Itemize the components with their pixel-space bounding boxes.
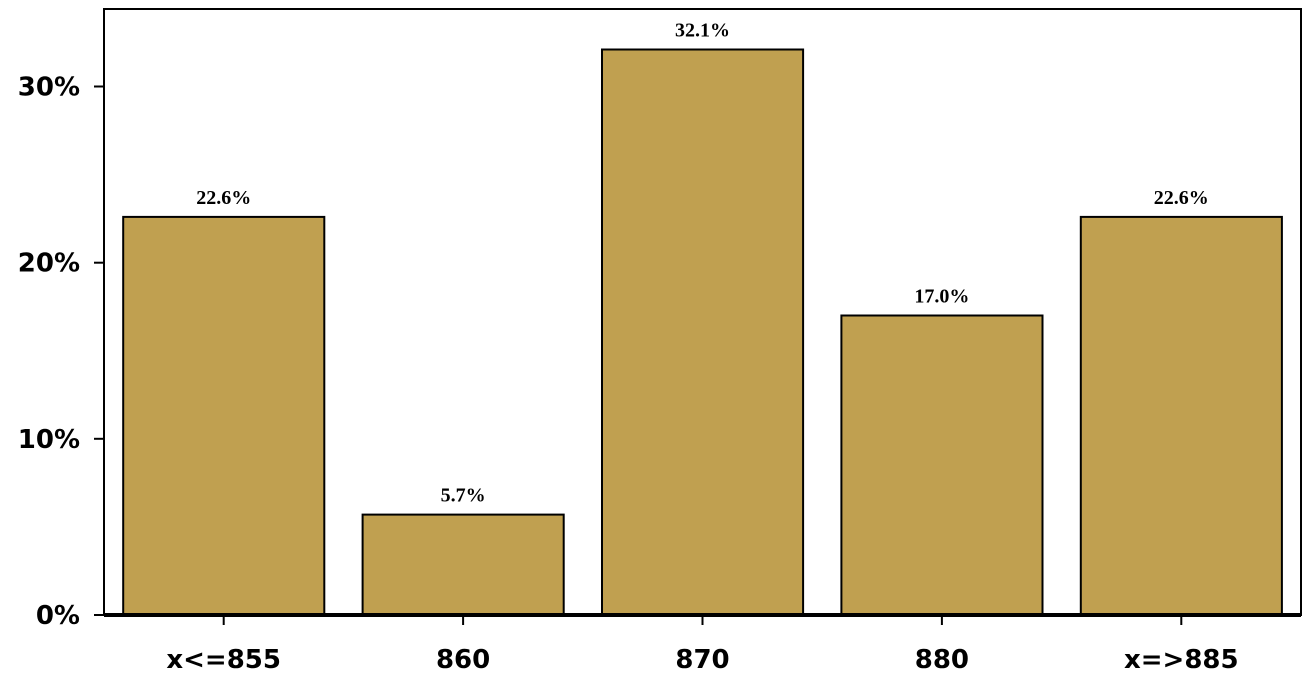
bar-3 [840, 314, 1044, 616]
bar-4 [1079, 215, 1283, 616]
y-tick-label: 0% [36, 601, 80, 631]
y-tick-label: 20% [18, 249, 80, 279]
y-axis: 0% 10% 20% 30% [18, 73, 104, 631]
bar-value-label: 22.6% [1154, 187, 1209, 209]
x-tick-label: 880 [915, 645, 969, 675]
bar-value-label: 5.7% [441, 485, 486, 507]
bar-1 [361, 513, 565, 616]
y-tick-label: 10% [18, 425, 80, 455]
bar-value-label: 17.0% [914, 286, 969, 308]
bar-value-label: 22.6% [196, 187, 251, 209]
y-tick-label: 30% [18, 73, 80, 103]
x-tick-label: x<=855 [166, 645, 281, 675]
bar-2 [601, 48, 805, 616]
x-tick-label: 870 [675, 645, 729, 675]
data-labels-group: 22.6% 5.7% 32.1% 17.0% 22.6% [196, 20, 1209, 507]
bar-value-label: 32.1% [675, 20, 730, 42]
bars-group [122, 48, 1283, 616]
bar-0 [122, 215, 326, 616]
x-tick-label: 860 [436, 645, 490, 675]
x-axis: x<=855 860 870 880 x=>885 [166, 615, 1239, 675]
x-tick-label: x=>885 [1124, 645, 1239, 675]
